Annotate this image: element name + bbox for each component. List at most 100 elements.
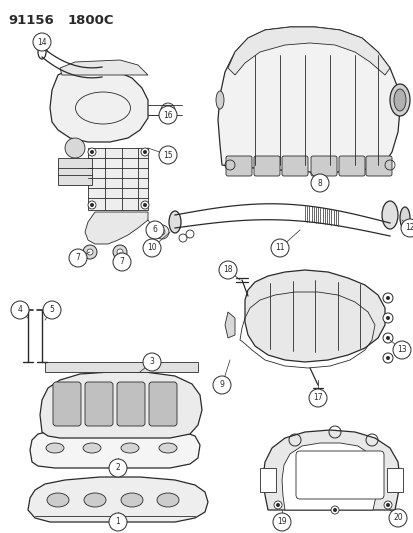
Ellipse shape [159, 443, 177, 453]
FancyBboxPatch shape [53, 382, 81, 426]
Circle shape [212, 376, 230, 394]
Text: 13: 13 [396, 345, 406, 354]
Circle shape [273, 501, 281, 509]
Text: 8: 8 [317, 179, 322, 188]
Circle shape [159, 146, 177, 164]
Circle shape [161, 103, 175, 117]
Circle shape [142, 353, 161, 371]
Text: 5: 5 [50, 305, 54, 314]
Circle shape [383, 501, 391, 509]
FancyBboxPatch shape [281, 156, 307, 176]
Circle shape [141, 201, 149, 209]
Circle shape [88, 201, 96, 209]
Polygon shape [244, 270, 384, 362]
Circle shape [218, 261, 236, 279]
Circle shape [159, 229, 165, 235]
Circle shape [382, 353, 392, 363]
Circle shape [88, 148, 96, 156]
Text: 16: 16 [163, 110, 172, 119]
Polygon shape [228, 27, 389, 75]
Circle shape [109, 459, 127, 477]
Text: 11: 11 [275, 244, 284, 253]
FancyBboxPatch shape [338, 156, 364, 176]
Text: 15: 15 [163, 150, 172, 159]
FancyBboxPatch shape [386, 468, 402, 492]
FancyBboxPatch shape [85, 382, 113, 426]
Circle shape [154, 225, 169, 239]
Ellipse shape [169, 211, 180, 233]
Text: 2: 2 [115, 464, 120, 472]
Polygon shape [50, 68, 147, 142]
Polygon shape [28, 477, 207, 522]
Text: 20: 20 [392, 513, 402, 522]
FancyBboxPatch shape [259, 468, 275, 492]
Circle shape [83, 245, 97, 259]
Circle shape [385, 316, 389, 320]
FancyBboxPatch shape [365, 156, 391, 176]
Ellipse shape [47, 493, 69, 507]
Circle shape [109, 513, 127, 531]
Ellipse shape [84, 493, 106, 507]
Circle shape [178, 234, 187, 242]
Ellipse shape [389, 84, 409, 116]
Circle shape [385, 503, 389, 507]
Circle shape [308, 389, 326, 407]
Text: 6: 6 [152, 225, 157, 235]
Polygon shape [45, 362, 197, 372]
Circle shape [310, 174, 328, 192]
Circle shape [388, 509, 406, 527]
Circle shape [275, 503, 279, 507]
Text: 7: 7 [119, 257, 124, 266]
Circle shape [385, 296, 389, 300]
Polygon shape [60, 60, 147, 75]
FancyBboxPatch shape [310, 156, 336, 176]
Polygon shape [262, 430, 399, 510]
FancyBboxPatch shape [225, 156, 252, 176]
Circle shape [69, 249, 87, 267]
Circle shape [392, 341, 410, 359]
Ellipse shape [121, 443, 139, 453]
Polygon shape [88, 148, 147, 210]
Circle shape [113, 253, 131, 271]
Polygon shape [224, 312, 235, 338]
Ellipse shape [46, 443, 64, 453]
Polygon shape [85, 212, 147, 244]
Circle shape [87, 249, 93, 255]
Circle shape [272, 513, 290, 531]
Text: 1: 1 [115, 518, 120, 527]
Text: 7: 7 [76, 254, 80, 262]
Text: 4: 4 [17, 305, 22, 314]
Circle shape [11, 301, 29, 319]
Circle shape [385, 336, 389, 340]
Polygon shape [58, 158, 92, 185]
Text: 10: 10 [147, 244, 157, 253]
Ellipse shape [399, 207, 409, 229]
Polygon shape [218, 27, 399, 172]
Circle shape [117, 249, 123, 255]
Circle shape [400, 219, 413, 237]
Circle shape [142, 203, 147, 207]
Circle shape [330, 506, 338, 514]
Text: 17: 17 [312, 393, 322, 402]
Polygon shape [281, 443, 377, 510]
Circle shape [113, 245, 127, 259]
Text: 3: 3 [149, 358, 154, 367]
Circle shape [382, 313, 392, 323]
Circle shape [90, 150, 94, 154]
FancyBboxPatch shape [254, 156, 279, 176]
Ellipse shape [83, 443, 101, 453]
Circle shape [33, 33, 51, 51]
Text: 1800C: 1800C [68, 14, 114, 27]
Ellipse shape [157, 493, 178, 507]
Circle shape [146, 221, 164, 239]
FancyBboxPatch shape [295, 451, 383, 499]
Text: 12: 12 [404, 223, 413, 232]
Ellipse shape [393, 89, 405, 111]
Text: 18: 18 [223, 265, 232, 274]
Text: 91156: 91156 [8, 14, 54, 27]
Ellipse shape [381, 201, 397, 229]
Circle shape [382, 293, 392, 303]
Circle shape [382, 333, 392, 343]
Text: 14: 14 [37, 37, 47, 46]
Text: 19: 19 [277, 518, 286, 527]
